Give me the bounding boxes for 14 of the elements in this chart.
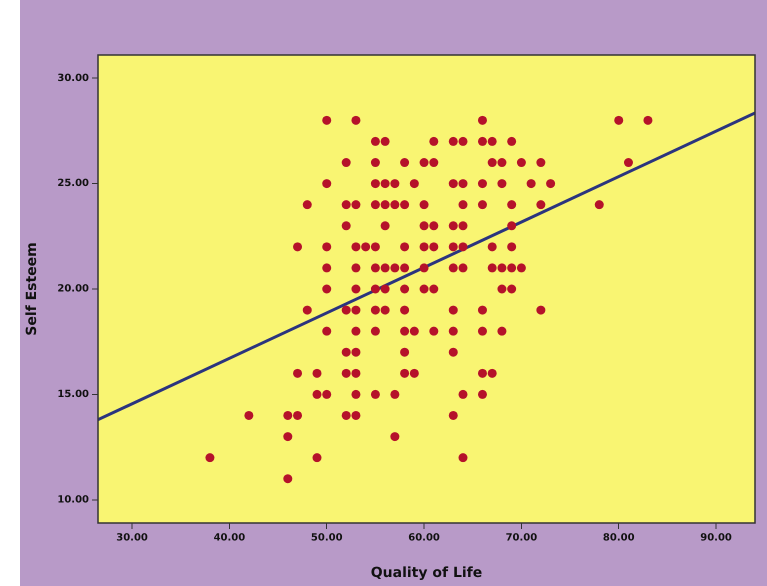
x-tick-label: 70.00 [506, 532, 538, 544]
x-tick-label: 30.00 [116, 532, 148, 544]
x-tick-label: 50.00 [310, 532, 343, 544]
y-tick-label: 10.00 [57, 494, 90, 506]
y-tick-label: 15.00 [57, 389, 90, 400]
x-tick-label: 90.00 [700, 532, 732, 544]
x-tick-label: 40.00 [214, 532, 246, 544]
x-axis-title: Quality of Life [370, 565, 482, 582]
x-tick-label: 80.00 [602, 532, 635, 544]
y-axis-title: Self Esteem [24, 242, 40, 336]
x-tick-label: 60.00 [408, 532, 440, 544]
y-tick-label: 20.00 [57, 284, 90, 295]
y-tick-label: 30.00 [57, 72, 90, 84]
y-tick-label: 25.00 [57, 178, 90, 190]
